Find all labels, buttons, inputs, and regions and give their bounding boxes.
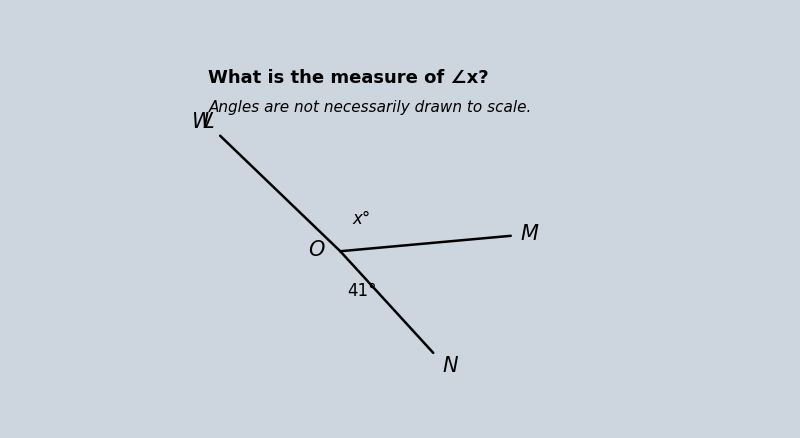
- Text: 41°: 41°: [348, 282, 377, 300]
- Text: N: N: [442, 356, 458, 376]
- Text: W: W: [192, 112, 213, 132]
- Text: O: O: [308, 240, 325, 260]
- Text: x°: x°: [353, 210, 371, 228]
- Text: What is the measure of ∠x?: What is the measure of ∠x?: [209, 70, 489, 88]
- Text: Angles are not necessarily drawn to scale.: Angles are not necessarily drawn to scal…: [209, 100, 532, 115]
- Text: M: M: [520, 224, 538, 244]
- Text: L: L: [202, 113, 214, 132]
